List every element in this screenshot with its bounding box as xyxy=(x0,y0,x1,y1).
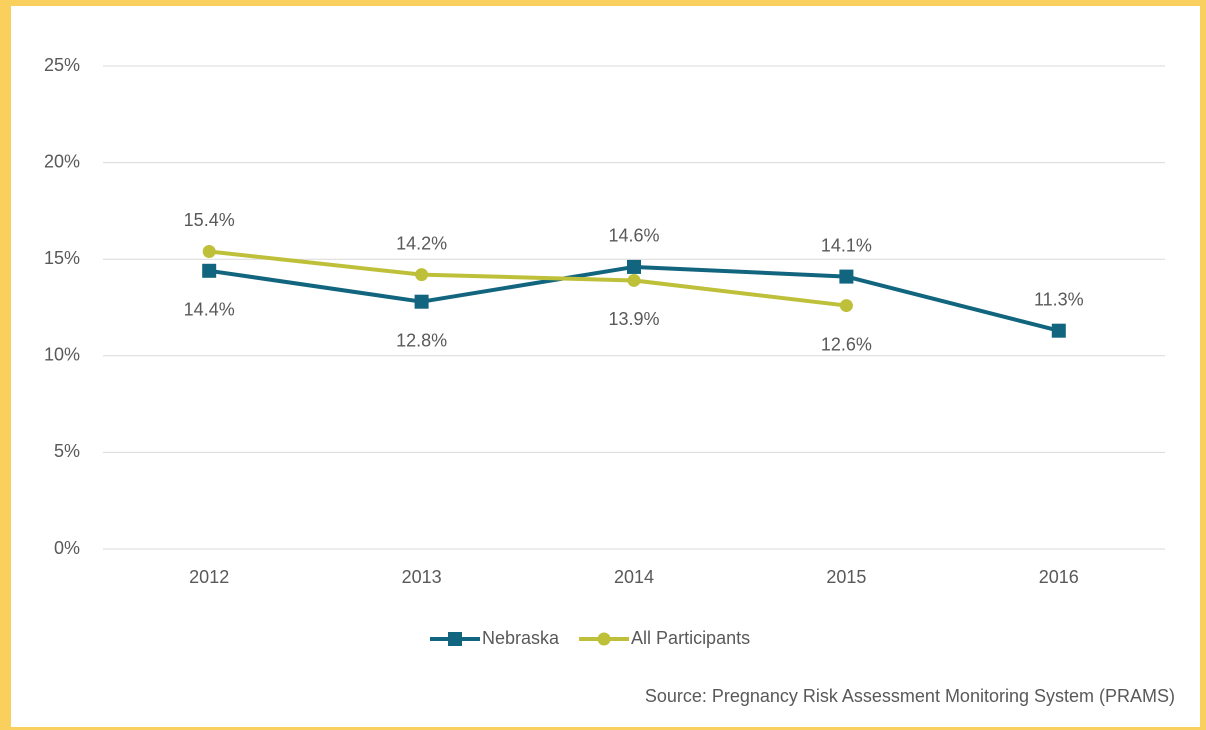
series-line xyxy=(208,249,847,308)
x-tick-label: 2012 xyxy=(189,567,229,587)
data-label: 11.3% xyxy=(1034,289,1084,309)
data-label: 12.8% xyxy=(396,330,447,350)
source: Source: Pregnancy Risk Assessment Monito… xyxy=(645,686,1175,706)
data-point xyxy=(839,269,854,284)
data-label: 12.6% xyxy=(821,334,872,354)
y-tick-label: 15% xyxy=(44,248,80,268)
x-tick-label: 2016 xyxy=(1039,567,1079,587)
data-label: 14.1% xyxy=(821,235,872,255)
y-tick-label: 25% xyxy=(44,55,80,75)
data-point xyxy=(627,273,641,287)
y-tick-label: 20% xyxy=(44,151,80,171)
data-label: 14.6% xyxy=(608,226,659,246)
data-point xyxy=(839,299,853,313)
legend-label: All Participants xyxy=(631,628,750,648)
frame-left xyxy=(0,0,11,730)
data-point xyxy=(1051,323,1066,338)
data-label: 13.9% xyxy=(608,309,659,329)
legend-label: Nebraska xyxy=(482,628,560,648)
data-point xyxy=(627,259,641,274)
y-tick-label: 0% xyxy=(54,538,80,558)
y-tick-label: 10% xyxy=(44,345,80,365)
legend-marker xyxy=(448,632,462,646)
y-tick-label: 5% xyxy=(54,441,80,461)
data-point xyxy=(415,268,429,282)
data-point xyxy=(202,263,217,278)
x-tick-label: 2015 xyxy=(826,567,866,587)
data-label: 14.4% xyxy=(184,300,235,320)
x-tick-label: 2013 xyxy=(402,567,442,587)
data-point xyxy=(202,244,216,258)
x-tick-label: 2014 xyxy=(614,567,654,587)
data-label: 14.2% xyxy=(396,233,447,253)
legend-marker xyxy=(597,632,611,646)
data-label: 15.4% xyxy=(184,210,235,230)
data-point xyxy=(414,294,429,309)
